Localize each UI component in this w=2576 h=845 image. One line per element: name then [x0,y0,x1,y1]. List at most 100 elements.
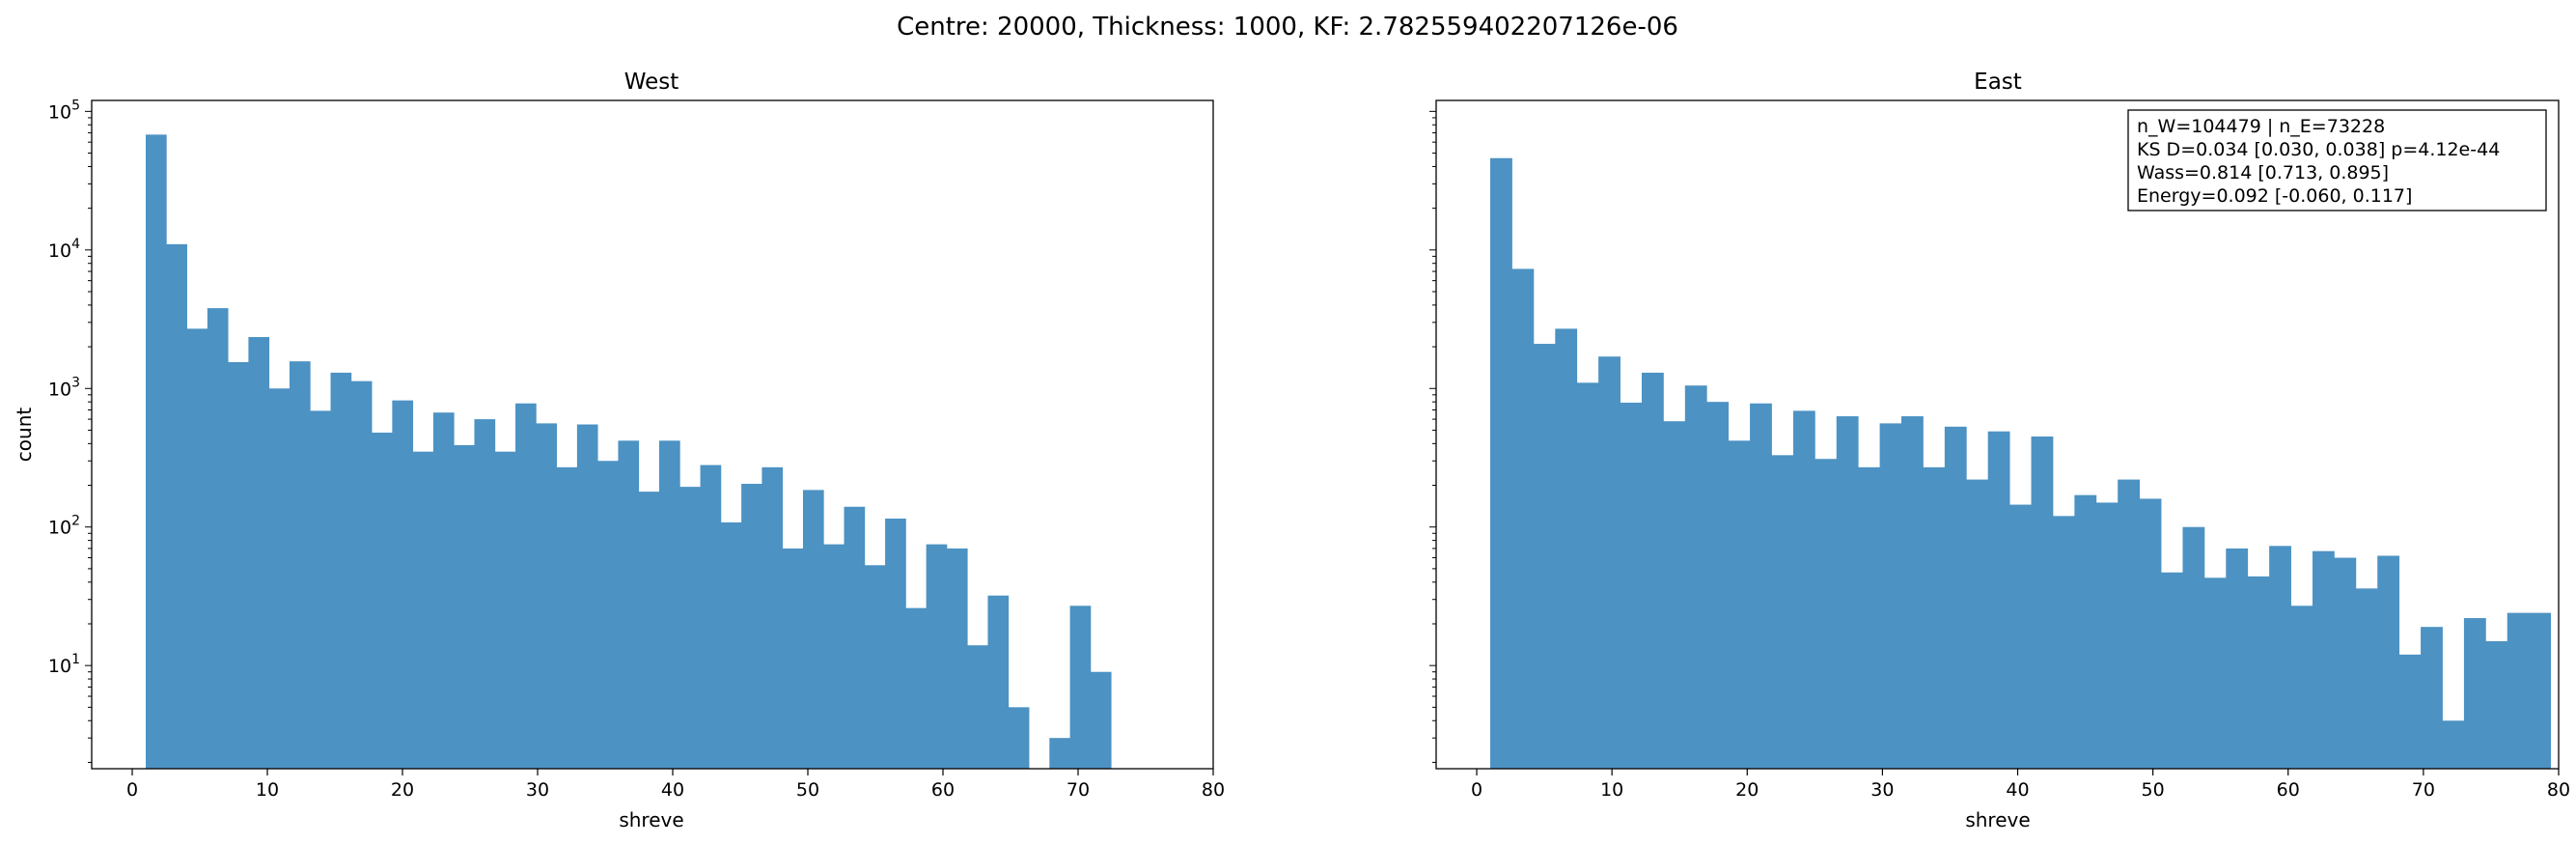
x-tick-label: 50 [796,779,819,801]
histogram-bar [823,544,845,769]
histogram-bar [1987,431,2010,769]
histogram-bar [1684,385,1707,769]
x-tick-label: 50 [2142,779,2165,801]
histogram-bar [1598,356,1620,769]
histogram-bar [2355,588,2378,769]
histogram-bar [350,380,373,769]
histogram-bar [802,490,824,769]
histogram-bar [248,337,270,769]
stats-box: n_W=104479 | n_E=73228 KS D=0.034 [0.030… [2127,109,2547,211]
histogram-bar [1576,382,1599,769]
histogram-bar [474,419,496,769]
histogram-bar [515,403,537,769]
histogram-bar [494,451,516,769]
histogram-bar [392,400,414,769]
histogram-bar [454,444,475,769]
histogram-bar [166,243,187,769]
plot-frame-west [91,99,1214,770]
xticks-west: 0 10 20 30 40 50 60 70 80 [126,769,1225,801]
histogram-bar [762,466,784,769]
histogram-bar [2269,546,2291,769]
histogram-bar [905,607,928,769]
yticks-east [1429,110,1436,763]
histogram-bar [2312,550,2335,769]
x-tick-label: 80 [2547,779,2570,801]
histogram-bar [2334,557,2357,769]
histogram-bar [1858,466,1880,769]
plot-frame-east [1435,99,2560,770]
x-tick-label: 30 [526,779,549,801]
histogram-bar [638,492,660,769]
histogram-bar [987,595,1010,769]
histogram-bar [2226,548,2249,769]
histogram-bar [2074,494,2097,769]
histogram-bar [2203,577,2227,769]
histogram-bar [967,645,988,769]
histogram-bar [556,466,578,769]
x-tick-label: 30 [1870,779,1894,801]
histogram-bar [1901,416,1924,769]
histogram-bar [310,410,331,769]
histogram-bar [2421,627,2443,769]
xticks-east: 0 10 20 30 40 50 60 70 80 [1471,769,2570,801]
histogram-bar [146,134,167,769]
panel-title-east: East [1974,70,2022,95]
histogram-bar [1533,344,1556,769]
x-tick-label: 0 [1471,779,1482,801]
histogram-bar [946,548,968,769]
histogram-bar [1836,416,1859,769]
x-tick-label: 40 [2006,779,2029,801]
histogram-bar [2031,437,2054,769]
histogram-bar [268,388,291,769]
histogram-bar [2139,498,2162,769]
histogram-bar [2161,572,2183,769]
histogram-bar [659,440,680,769]
bars-east [1490,157,2551,770]
stats-line-ks: KS D=0.034 [0.030, 0.038] p=4.12e-44 [2137,139,2500,160]
histogram-bar [2118,479,2141,769]
y-tick-label: 105 [48,98,80,123]
histogram-bar [1663,421,1686,769]
figure-title: Centre: 20000, Thickness: 1000, KF: 2.78… [897,13,1678,42]
histogram-bar [576,424,598,769]
histogram-bar [2247,576,2270,769]
histogram-bar [536,423,557,769]
histogram-bar [2529,612,2551,769]
histogram-bar [864,565,886,769]
stats-line-wass: Wass=0.814 [0.713, 0.895] [2137,162,2389,183]
histogram-bar [1008,707,1030,769]
panel-title-west: West [624,70,679,95]
bars-west [146,134,1112,769]
y-tick-label: 103 [48,375,80,400]
histogram-bar [1966,479,1989,769]
histogram-bar [1511,268,1535,769]
histogram-bar [679,487,701,769]
stats-box-frame [2127,109,2547,211]
histogram-bar [1728,440,1751,769]
histogram-bar [1814,459,1838,769]
panel-east: East 0 10 20 30 40 50 60 70 80 shreve n_W=104479… [1429,70,2570,831]
histogram-bar [1706,402,1730,769]
x-tick-label: 80 [1202,779,1225,801]
histogram-bar [1049,738,1070,769]
histogram-bar [2377,555,2400,769]
histogram-bar [1792,410,1815,769]
histogram-bar [2095,502,2119,769]
x-tick-label: 20 [391,779,414,801]
x-tick-label: 70 [2412,779,2435,801]
histogram-bar [1069,606,1092,769]
histogram-bar [720,521,742,769]
histogram-bar [1879,423,1902,769]
x-axis-label-east: shreve [1965,808,2030,831]
histogram-bar [228,361,249,769]
histogram-bar [2009,504,2032,769]
histogram-bar [782,548,804,769]
histogram-bar [741,483,762,769]
x-tick-label: 0 [126,779,138,801]
histogram-bar [2485,640,2508,769]
histogram-bar [432,412,455,769]
x-tick-label: 40 [661,779,684,801]
histogram-bar [2182,526,2205,769]
histogram-bar [1620,402,1643,769]
histogram-bar [1750,403,1772,769]
